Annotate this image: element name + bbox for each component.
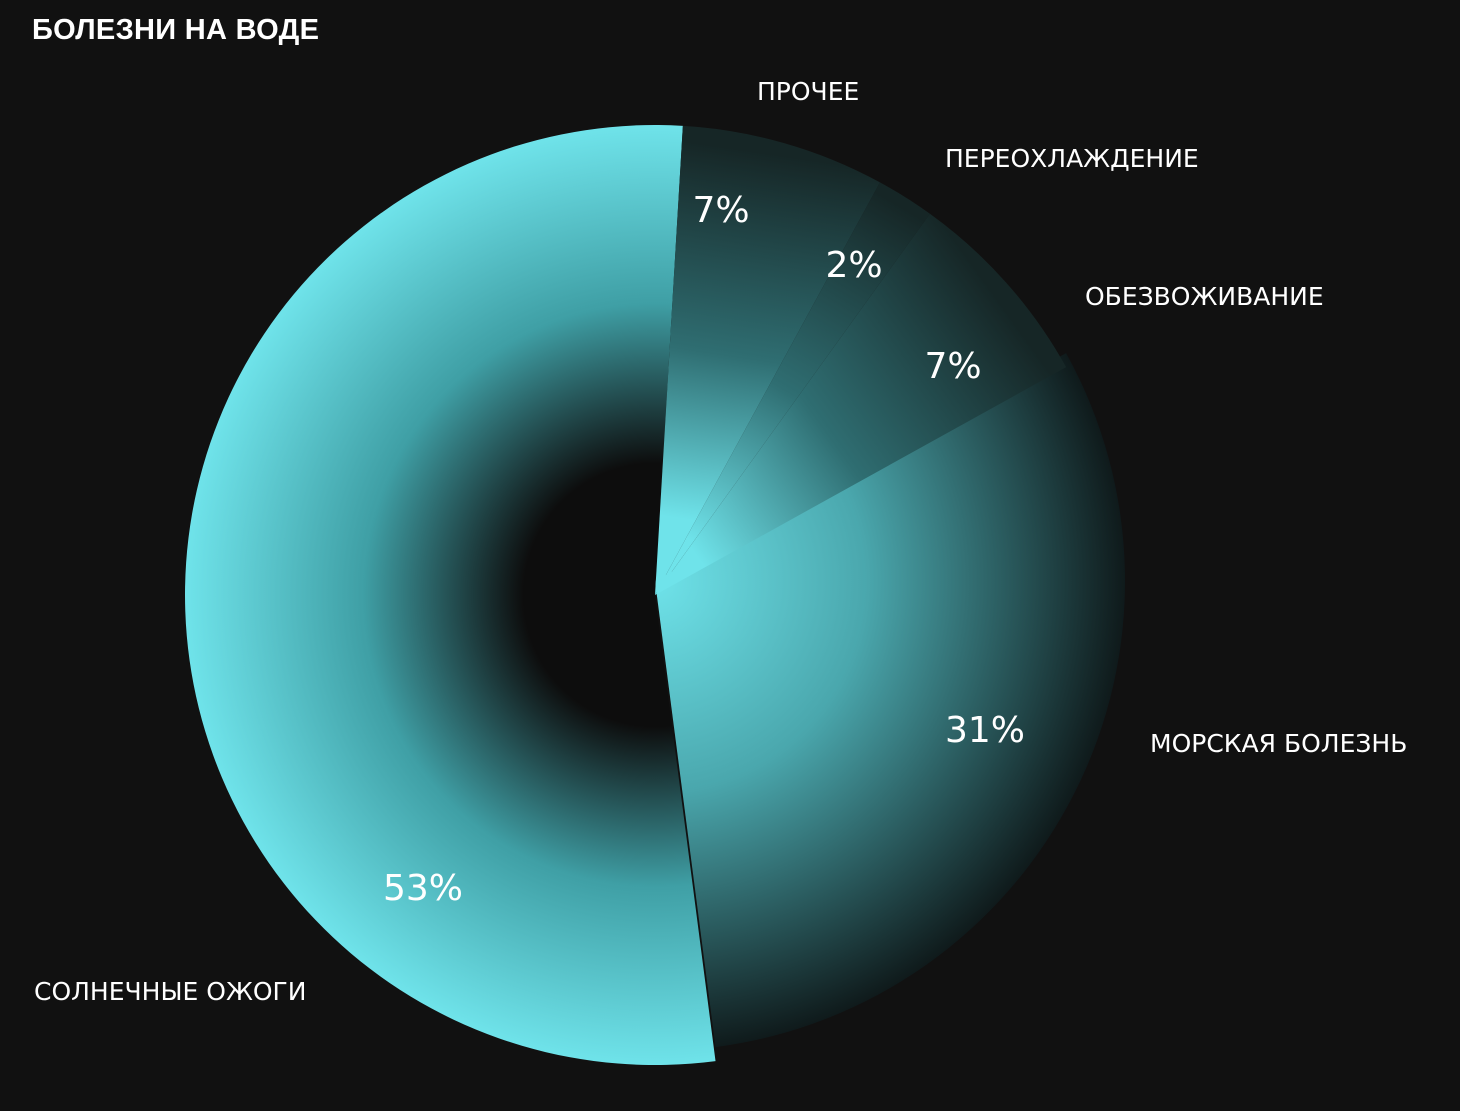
pie-slice-dehydration	[655, 213, 1067, 596]
pct-label-other: 7%	[692, 190, 749, 231]
category-label-hypothermia: ПЕРЕОХЛАЖДЕНИЕ	[945, 144, 1199, 173]
category-label-sunburn: СОЛНЕЧНЫЕ ОЖОГИ	[34, 977, 307, 1006]
category-labels: МОРСКАЯ БОЛЕЗНЬ СОЛНЕЧНЫЕ ОЖОГИ ПРОЧЕЕ ПЕРЕ…	[34, 77, 1407, 1006]
category-label-seasickness: МОРСКАЯ БОЛЕЗНЬ	[1150, 729, 1407, 758]
percentage-labels: 31% 53% 7% 2% 7%	[383, 190, 1025, 909]
pie-slices	[185, 125, 1126, 1066]
pie-slice-sunburn	[185, 125, 716, 1066]
chart-title: БОЛЕЗНИ НА ВОДЕ	[32, 14, 320, 46]
pct-label-seasickness: 31%	[945, 710, 1025, 751]
pie-slice-other	[655, 125, 880, 595]
pct-label-sunburn: 53%	[383, 868, 463, 909]
pct-label-hypothermia: 2%	[825, 245, 882, 286]
category-label-other: ПРОЧЕЕ	[757, 77, 859, 106]
pct-label-dehydration: 7%	[924, 346, 981, 387]
pie-slice-hypothermia	[655, 182, 930, 595]
category-label-dehydration: ОБЕЗВОЖИВАНИЕ	[1085, 282, 1324, 311]
